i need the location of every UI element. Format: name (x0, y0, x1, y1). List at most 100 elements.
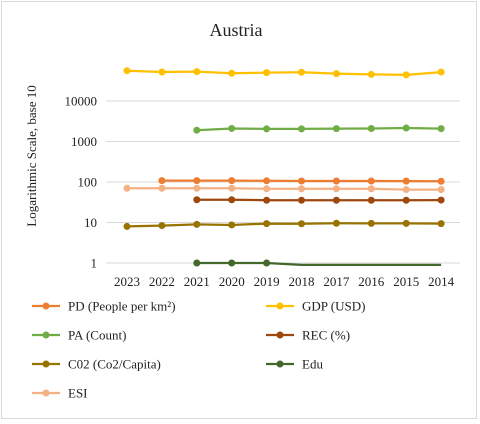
data-point (298, 177, 305, 184)
data-point (263, 69, 270, 76)
legend-label: PD (People per km²) (68, 299, 176, 314)
legend-item: PD (People per km²) (32, 299, 176, 314)
data-point (228, 260, 235, 267)
series-6 (124, 185, 445, 193)
legend-item: GDP (USD) (266, 299, 365, 314)
data-point (193, 221, 200, 228)
data-point (368, 177, 375, 184)
x-tick-label: 2021 (184, 274, 210, 289)
legend-item: REC (%) (266, 328, 350, 343)
legend-label: ESI (68, 386, 88, 401)
data-point (193, 127, 200, 134)
series-line (127, 188, 441, 189)
data-point (228, 221, 235, 228)
data-point (228, 177, 235, 184)
data-point (333, 125, 340, 132)
series-line (127, 71, 441, 75)
data-point (263, 220, 270, 227)
series-4 (124, 220, 445, 230)
legend-marker (43, 361, 50, 368)
data-point (438, 220, 445, 227)
legend-item: PA (Count) (32, 328, 126, 343)
legend-marker (43, 332, 50, 339)
data-point (403, 178, 410, 185)
x-tick-label: 2017 (323, 274, 350, 289)
series-2 (193, 125, 444, 134)
data-point (298, 197, 305, 204)
data-point (263, 197, 270, 204)
x-tick-label: 2022 (149, 274, 175, 289)
data-point (228, 70, 235, 77)
legend-marker (43, 303, 50, 310)
legend-label: REC (%) (302, 328, 350, 343)
x-tick-label: 2015 (393, 274, 419, 289)
data-point (333, 197, 340, 204)
x-tick-label: 2016 (358, 274, 385, 289)
data-point (193, 185, 200, 192)
data-point (333, 70, 340, 77)
legend-marker (43, 390, 50, 397)
series-line (127, 223, 441, 226)
data-point (368, 185, 375, 192)
data-point (403, 220, 410, 227)
x-tick-label: 2018 (289, 274, 315, 289)
data-point (193, 196, 200, 203)
legend-label: PA (Count) (68, 328, 126, 343)
chart-title: Austria (210, 20, 263, 40)
data-point (228, 125, 235, 132)
legend-item: C02 (Co2/Capita) (32, 357, 161, 372)
series-0 (158, 177, 444, 185)
x-tick-label: 2023 (114, 274, 140, 289)
legend-marker (277, 303, 284, 310)
data-point (124, 67, 131, 74)
data-point (403, 71, 410, 78)
y-tick-label: 10 (84, 215, 97, 230)
data-point (438, 125, 445, 132)
x-tick-label: 2019 (254, 274, 280, 289)
data-point (124, 185, 131, 192)
data-point (438, 186, 445, 193)
data-point (228, 185, 235, 192)
y-tick-label: 1 (91, 256, 98, 271)
data-point (193, 177, 200, 184)
data-point (438, 178, 445, 185)
legend-item: Edu (266, 357, 323, 372)
data-point (298, 69, 305, 76)
x-tick-label: 2020 (219, 274, 245, 289)
data-point (368, 220, 375, 227)
y-tick-label: 10000 (65, 94, 98, 109)
data-point (298, 220, 305, 227)
data-point (298, 185, 305, 192)
x-tick-label: 2014 (428, 274, 455, 289)
data-point (158, 177, 165, 184)
data-point (368, 125, 375, 132)
data-point (158, 222, 165, 229)
x-tick-labels: 2023 2022 2021 2020 2019 2018 2017 2016 2015 2014 (114, 274, 455, 289)
series-1 (124, 67, 445, 78)
legend: PD (People per km²) GDP (USD) PA (Count) RE… (32, 299, 365, 401)
legend-label: GDP (USD) (302, 299, 365, 314)
legend-marker (277, 332, 284, 339)
data-point (263, 177, 270, 184)
data-point (228, 196, 235, 203)
legend-marker (277, 361, 284, 368)
y-tick-label: 1000 (71, 134, 97, 149)
data-point (333, 185, 340, 192)
series-3 (193, 196, 444, 203)
data-point (438, 69, 445, 76)
data-point (124, 223, 131, 230)
data-point (403, 186, 410, 193)
data-point (333, 177, 340, 184)
data-point (158, 185, 165, 192)
data-point (263, 185, 270, 192)
legend-item: ESI (32, 386, 88, 401)
data-point (403, 125, 410, 132)
data-point (368, 197, 375, 204)
series-lines (124, 67, 445, 266)
data-point (438, 197, 445, 204)
data-point (193, 68, 200, 75)
data-point (158, 69, 165, 76)
